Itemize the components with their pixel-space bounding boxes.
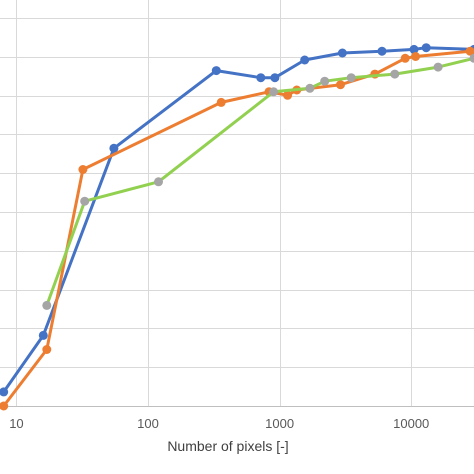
- x-tick-labels: 10 100 1000 10000: [9, 416, 429, 431]
- data-point: [80, 196, 90, 206]
- data-point: [337, 48, 347, 58]
- series-2: [0, 46, 474, 411]
- data-point: [0, 401, 9, 411]
- data-point: [377, 46, 387, 56]
- data-point: [256, 73, 266, 83]
- data-point: [42, 345, 52, 354]
- data-point: [465, 46, 474, 56]
- x-tick-label: 10000: [393, 416, 429, 431]
- x-axis-title: Number of pixels [-]: [167, 438, 288, 454]
- data-point: [154, 177, 163, 187]
- data-point: [38, 330, 48, 340]
- data-point: [216, 97, 226, 107]
- series-1: [0, 43, 474, 397]
- data-point: [42, 300, 52, 310]
- data-point: [421, 43, 431, 53]
- data-point: [469, 53, 474, 63]
- data-point: [409, 44, 419, 54]
- data-point: [433, 62, 443, 72]
- series-layer: [0, 43, 474, 411]
- series-line: [45, 56, 474, 307]
- data-point: [300, 55, 310, 65]
- x-tick-label: 10: [9, 416, 23, 431]
- series-3: [42, 53, 474, 310]
- data-point: [411, 52, 421, 61]
- data-point: [78, 165, 88, 174]
- data-point: [109, 143, 119, 153]
- data-point: [211, 66, 221, 76]
- data-point: [283, 90, 293, 100]
- data-point: [305, 83, 315, 93]
- data-point: [0, 387, 9, 397]
- data-point: [270, 73, 280, 83]
- data-point: [390, 69, 400, 79]
- data-point: [269, 87, 279, 97]
- x-tick-label: 100: [137, 416, 159, 431]
- data-point: [336, 80, 345, 90]
- x-tick-label: 1000: [265, 416, 294, 431]
- data-point: [320, 76, 330, 86]
- data-point: [346, 73, 356, 83]
- data-point: [400, 53, 410, 63]
